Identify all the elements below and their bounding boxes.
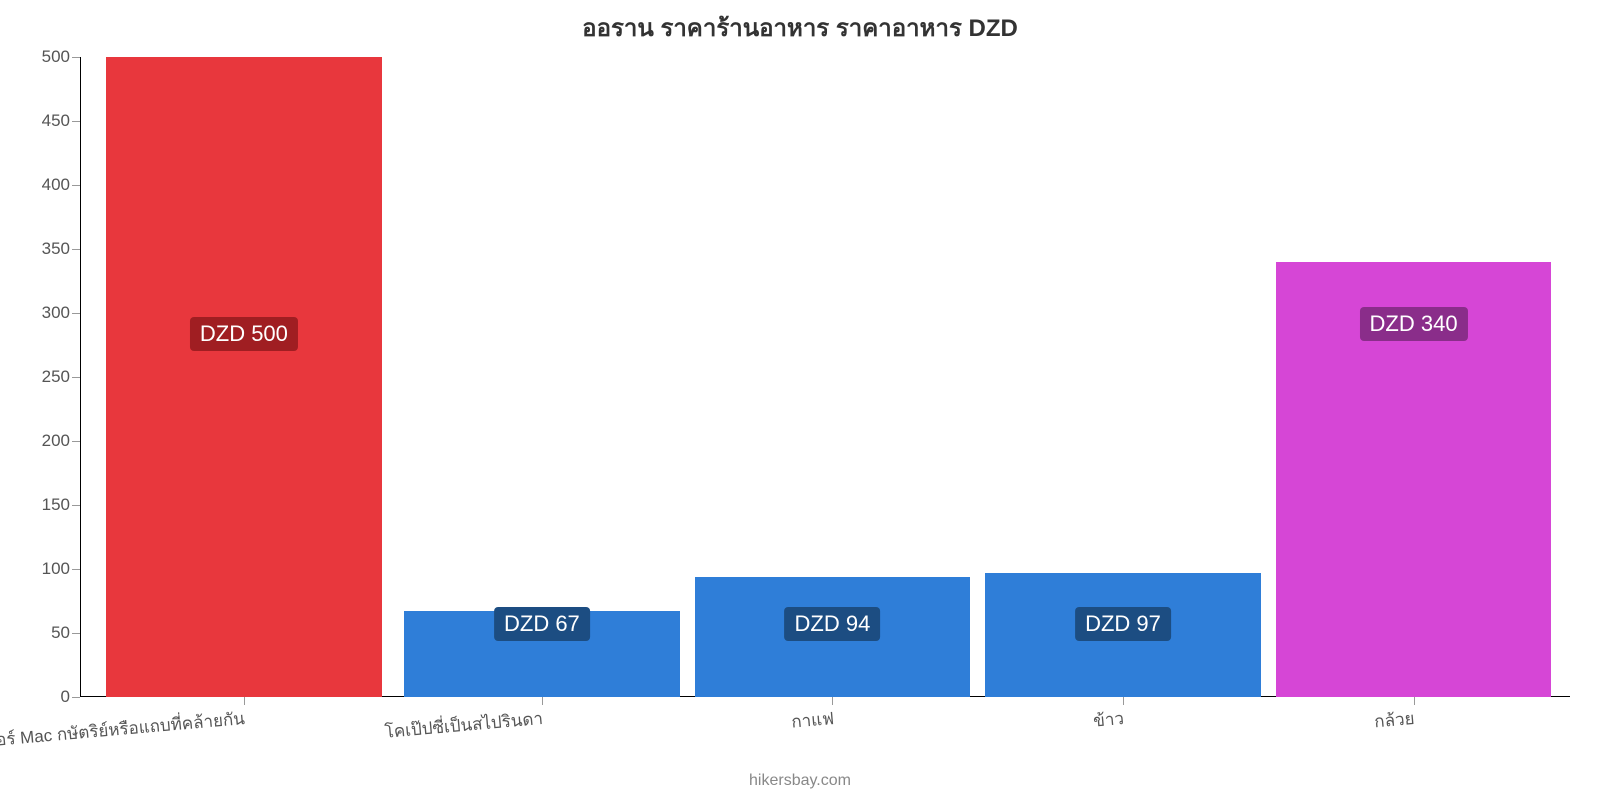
x-category-label: กล้วย	[1373, 705, 1415, 735]
y-tick	[72, 505, 80, 506]
bar-value-label: DZD 67	[494, 607, 590, 641]
y-tick-label: 200	[10, 431, 70, 451]
y-tick-label: 500	[10, 47, 70, 67]
y-tick	[72, 57, 80, 58]
x-category-label: กาแฟ	[790, 705, 835, 736]
y-tick-label: 350	[10, 239, 70, 259]
y-tick-label: 250	[10, 367, 70, 387]
chart-plot-area: 050100150200250300350400450500DZD 500DZD…	[80, 57, 1570, 697]
bar-value-label: DZD 500	[190, 317, 298, 351]
bar-value-label: DZD 97	[1075, 607, 1171, 641]
y-tick	[72, 697, 80, 698]
y-tick	[72, 249, 80, 250]
x-category-label: โคเป๊ปซี่เป็นสไปรินดา	[384, 705, 544, 746]
x-category-label: เบอร์เกอร์ Mac กษัตริย์หรือแถบที่คล้ายกั…	[0, 705, 246, 758]
bar-value-label: DZD 94	[785, 607, 881, 641]
y-tick	[72, 121, 80, 122]
y-tick	[72, 441, 80, 442]
y-tick-label: 300	[10, 303, 70, 323]
y-tick	[72, 377, 80, 378]
bar	[106, 57, 382, 697]
y-tick	[72, 185, 80, 186]
y-tick	[72, 569, 80, 570]
y-tick-label: 100	[10, 559, 70, 579]
x-category-label: ข้าว	[1092, 705, 1125, 735]
y-tick-label: 0	[10, 687, 70, 707]
chart-title: ออราน ราคาร้านอาหาร ราคาอาหาร DZD	[0, 0, 1600, 47]
y-tick	[72, 313, 80, 314]
y-tick	[72, 633, 80, 634]
bar-value-label: DZD 340	[1360, 307, 1468, 341]
y-tick-label: 400	[10, 175, 70, 195]
attribution-text: hikersbay.com	[0, 772, 1600, 790]
y-tick-label: 450	[10, 111, 70, 131]
y-tick-label: 150	[10, 495, 70, 515]
y-tick-label: 50	[10, 623, 70, 643]
y-axis-line	[80, 57, 81, 697]
x-axis-labels-area: เบอร์เกอร์ Mac กษัตริย์หรือแถบที่คล้ายกั…	[80, 697, 1570, 767]
